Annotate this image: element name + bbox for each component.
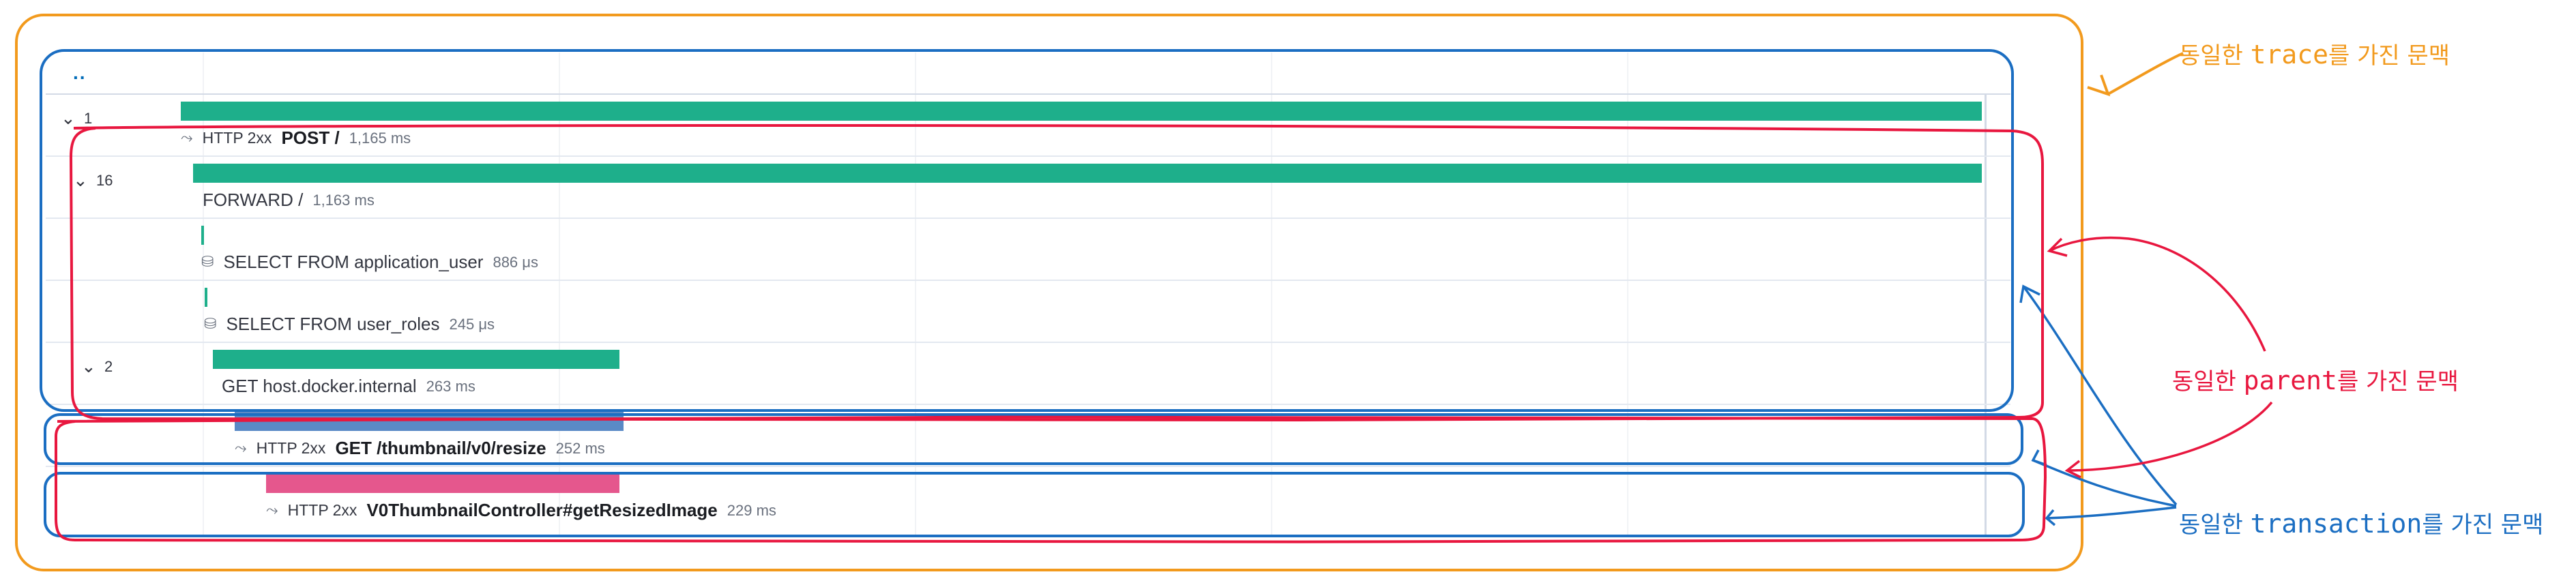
transaction-outline-1	[40, 49, 2014, 412]
transaction-outline-3	[44, 472, 2025, 537]
annotation-trace-prefix: 동일한	[2179, 42, 2251, 70]
trace-context-outline	[15, 14, 2083, 571]
child-count: 16	[96, 172, 113, 189]
http-icon: ⤳	[235, 440, 247, 457]
waterfall-row-thumbnail-controller[interactable]: ⤳ HTTP 2xx V0ThumbnailController#getResi…	[46, 466, 2010, 528]
parent-context-outline-1	[69, 124, 2044, 422]
grid-line	[1271, 53, 1272, 536]
annotation-parent-suffix: 를 가진 문맥	[2337, 368, 2459, 395]
transaction-outline-2	[44, 413, 2023, 465]
annotation-trace-suffix: 를 가진 문맥	[2328, 42, 2450, 70]
span-name: SELECT FROM user_roles	[226, 314, 440, 334]
annotation-transaction-suffix: 를 가진 문맥	[2422, 511, 2544, 539]
http-icon: ⤳	[181, 130, 193, 147]
http-status-badge: HTTP 2xx	[202, 129, 272, 147]
collapsed-parent-indicator[interactable]: ..	[73, 62, 87, 83]
child-count: 1	[84, 110, 93, 127]
waterfall-row-get-host-docker-internal[interactable]: ⌄ 2 GET host.docker.internal 263 ms	[46, 342, 2010, 405]
timeline-end-line	[1985, 93, 1987, 536]
span-name: SELECT FROM application_user	[223, 252, 484, 272]
http-status-badge: HTTP 2xx	[256, 439, 326, 457]
span-name: GET host.docker.internal	[222, 376, 417, 396]
span-label: GET host.docker.internal 263 ms	[222, 376, 475, 397]
span-bar[interactable]	[181, 102, 1982, 121]
span-bar[interactable]	[205, 288, 207, 307]
grid-line	[915, 53, 916, 536]
waterfall-row-forward[interactable]: ⌄ 16 FORWARD / 1,163 ms	[46, 155, 2010, 219]
annotation-parent-prefix: 동일한	[2172, 368, 2244, 395]
waterfall-row-select-application-user[interactable]: ⛁ SELECT FROM application_user 886 μs	[46, 218, 2010, 281]
grid-line	[1627, 53, 1628, 536]
database-icon: ⛁	[204, 316, 217, 333]
annotation-trace: 동일한 trace를 가진 문맥	[2179, 37, 2450, 70]
annotation-trace-word: trace	[2250, 40, 2329, 70]
http-status-badge: HTTP 2xx	[287, 501, 357, 519]
span-name: V0ThumbnailController#getResizedImage	[366, 500, 718, 520]
span-duration: 252 ms	[555, 439, 605, 457]
annotation-parent: 동일한 parent를 가진 문맥	[2172, 363, 2459, 396]
child-count: 2	[104, 358, 113, 375]
span-label: FORWARD / 1,163 ms	[203, 190, 375, 211]
span-duration: 229 ms	[727, 501, 776, 519]
trace-arrow-head	[2087, 74, 2111, 97]
span-bar[interactable]	[193, 164, 1982, 183]
trace-waterfall: .. ⌄ 1 ⤳ HTTP 2xx POST / 1,165 ms ⌄ 16 F…	[46, 53, 2010, 536]
parent-context-outline-2	[55, 415, 2047, 543]
span-name: GET /thumbnail/v0/resize	[335, 438, 546, 458]
chevron-down-icon[interactable]: ⌄	[61, 108, 76, 129]
waterfall-header-row: ..	[46, 53, 2010, 95]
span-duration: 263 ms	[426, 377, 475, 395]
parent-arrow-2	[2066, 401, 2273, 472]
chevron-down-icon[interactable]: ⌄	[73, 170, 88, 191]
span-duration: 1,165 ms	[349, 129, 411, 147]
annotation-transaction-word: transaction	[2250, 509, 2423, 539]
waterfall-row-select-user-roles[interactable]: ⛁ SELECT FROM user_roles 245 μs	[46, 280, 2010, 343]
span-bar[interactable]	[213, 350, 619, 369]
span-label: ⤳ HTTP 2xx POST / 1,165 ms	[181, 128, 411, 149]
span-label: ⛁ SELECT FROM application_user 886 μs	[201, 252, 538, 273]
span-name: POST /	[281, 128, 340, 148]
span-duration: 245 μs	[449, 315, 495, 333]
waterfall-row-post-root[interactable]: ⌄ 1 ⤳ HTTP 2xx POST / 1,165 ms	[46, 93, 2010, 157]
grid-line	[203, 53, 204, 536]
grid-line	[559, 53, 560, 536]
annotation-transaction: 동일한 transaction를 가진 문맥	[2179, 506, 2543, 539]
span-bar[interactable]	[201, 226, 204, 245]
transaction-arrow-2	[2032, 459, 2177, 507]
trace-arrow	[2107, 52, 2184, 95]
span-label: ⤳ HTTP 2xx GET /thumbnail/v0/resize 252 …	[235, 438, 605, 459]
parent-arrow-1	[2049, 236, 2266, 352]
annotation-parent-word: parent	[2243, 365, 2337, 395]
chevron-down-icon[interactable]: ⌄	[81, 357, 96, 377]
annotation-transaction-prefix: 동일한	[2179, 511, 2251, 539]
span-label: ⛁ SELECT FROM user_roles 245 μs	[204, 314, 495, 335]
database-icon: ⛁	[201, 254, 214, 271]
http-icon: ⤳	[266, 502, 278, 519]
span-duration: 886 μs	[493, 253, 538, 271]
span-bar[interactable]	[266, 474, 619, 493]
span-name: FORWARD /	[203, 190, 304, 210]
span-duration: 1,163 ms	[312, 191, 375, 209]
transaction-arrow-3	[2046, 506, 2177, 520]
span-label: ⤳ HTTP 2xx V0ThumbnailController#getResi…	[266, 500, 776, 521]
